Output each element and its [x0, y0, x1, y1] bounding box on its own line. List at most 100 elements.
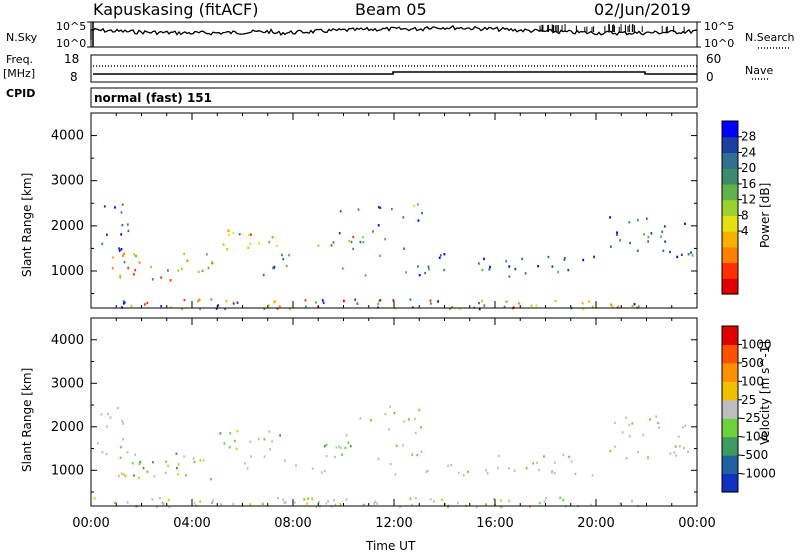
power-cell [119, 276, 122, 279]
velocity-cell [621, 431, 624, 434]
velocity-cell [283, 459, 286, 462]
power-cell [662, 249, 665, 252]
power-cell [508, 275, 511, 278]
power-cell [341, 267, 344, 270]
power-cell [101, 242, 104, 245]
power-cell [403, 247, 406, 250]
nave-trace [93, 71, 697, 75]
velocity-cell [418, 408, 421, 412]
parameter-strips [87, 21, 789, 108]
velocity-cell [538, 468, 540, 472]
power-cell [443, 253, 446, 256]
velocity-cell [420, 426, 422, 429]
velocity-cell [411, 503, 413, 507]
velocity-cell [133, 474, 135, 477]
velocity-cell [359, 417, 362, 420]
power-cell [127, 266, 130, 270]
velocity-cell [232, 502, 235, 506]
velocity-cell [333, 498, 335, 502]
velocity-cell [165, 460, 168, 463]
velocity-cell [414, 417, 416, 421]
velocity-colorbar-tick-label: 100 [741, 374, 764, 388]
velocity-cell [138, 462, 141, 466]
power-ytick-label: 3000 [51, 174, 84, 189]
velocity-cell [475, 505, 478, 509]
power-cell [268, 240, 271, 244]
power-cell [356, 302, 359, 305]
velocity-cell [669, 452, 672, 455]
velocity-cell [544, 497, 547, 500]
power-cell [276, 307, 279, 310]
power-cell [390, 207, 393, 211]
velocity-cell [117, 406, 119, 410]
power-cell [304, 299, 307, 302]
velocity-cell [220, 502, 222, 506]
velocity-cell [107, 412, 109, 416]
nsky-low-tick: 10^0 [56, 37, 87, 50]
velocity-cell [344, 446, 347, 450]
velocity-cell [250, 455, 252, 458]
velocity-cell [167, 498, 170, 502]
velocity-cell [370, 419, 372, 422]
power-cell [631, 304, 634, 308]
power-cell [263, 307, 266, 310]
velocity-cell [334, 455, 336, 459]
power-cell [119, 275, 122, 278]
velocity-cell [334, 503, 337, 506]
power-cell [392, 299, 395, 302]
velocity-cell [153, 475, 156, 478]
power-cell [151, 278, 154, 281]
power-cell [322, 301, 325, 305]
velocity-colorbar-swatch [722, 473, 738, 493]
power-colorbar-swatch [722, 168, 738, 185]
velocity-cell [193, 460, 196, 464]
power-cell [305, 305, 307, 308]
nsearch-high-tick: 10^5 [704, 20, 735, 33]
power-cell [619, 239, 622, 242]
power-cell [429, 299, 432, 302]
power-cell [643, 233, 645, 236]
power-cell [282, 258, 285, 261]
velocity-cell [126, 501, 129, 504]
power-colorbar-tick-label: 20 [741, 161, 756, 175]
power-cell [478, 307, 481, 311]
power-cell [124, 301, 126, 304]
velocity-cell [134, 453, 136, 456]
power-ytick-label: 4000 [51, 129, 84, 144]
power-cell [198, 298, 201, 301]
power-cell [530, 304, 533, 307]
power-cell [421, 211, 423, 215]
velocity-cell [447, 505, 449, 508]
velocity-cell [613, 421, 616, 424]
power-cell [362, 240, 365, 244]
velocity-cell [388, 428, 391, 431]
velocity-cell [402, 444, 404, 447]
velocity-cell [210, 478, 212, 481]
power-cell [680, 253, 683, 256]
power-cell [215, 307, 218, 310]
power-colorbar-tick-label: 12 [741, 193, 756, 207]
power-cell [357, 208, 360, 211]
power-cell [564, 256, 566, 260]
power-cell [481, 268, 484, 272]
velocity-colorbar-swatch [722, 326, 738, 345]
velocity-colorbar-swatch [722, 455, 738, 475]
power-cell [537, 265, 540, 268]
velocity-cell [120, 446, 122, 449]
power-cell [359, 240, 362, 244]
velocity-cell [183, 455, 185, 458]
velocity-cell [325, 454, 328, 458]
power-cell [535, 304, 538, 307]
velocity-cell [377, 457, 380, 460]
power-cell [249, 242, 252, 245]
velocity-cell [493, 497, 495, 501]
power-frame [90, 112, 698, 309]
velocity-cell [263, 455, 266, 458]
velocity-colorbar-label: Velocity [m s^-1] [758, 340, 772, 445]
cpid-value: normal (fast) 151 [94, 91, 212, 105]
xtick-label: 00:00 [678, 516, 715, 531]
velocity-cell [317, 501, 320, 504]
power-cell [232, 302, 235, 305]
velocity-colorbar-tick-label: 1000 [741, 337, 772, 351]
